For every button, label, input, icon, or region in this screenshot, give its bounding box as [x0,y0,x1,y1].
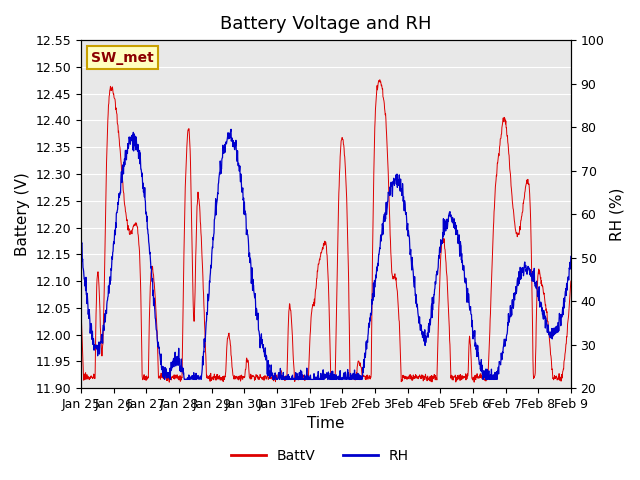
BattV [567,278,575,284]
Y-axis label: Battery (V): Battery (V) [15,172,30,256]
X-axis label: Time: Time [307,417,345,432]
Text: SW_met: SW_met [91,50,154,64]
RH [296,376,303,382]
RH [567,253,575,259]
BattV [77,306,85,312]
RH [135,152,143,157]
BattV [304,374,312,380]
BattV [296,375,303,381]
RH [305,376,312,382]
BattV [376,77,383,83]
BattV [356,360,364,366]
RH [115,191,123,196]
Title: Battery Voltage and RH: Battery Voltage and RH [220,15,432,33]
Legend: BattV, RH: BattV, RH [225,443,415,468]
RH [356,376,364,382]
RH [227,126,235,132]
Line: RH: RH [81,129,571,379]
Line: BattV: BattV [81,80,571,382]
BattV [165,379,173,385]
Y-axis label: RH (%): RH (%) [610,187,625,241]
RH [285,376,293,382]
BattV [135,241,143,247]
RH [161,376,168,382]
BattV [285,306,293,312]
RH [77,236,85,242]
BattV [115,134,123,140]
